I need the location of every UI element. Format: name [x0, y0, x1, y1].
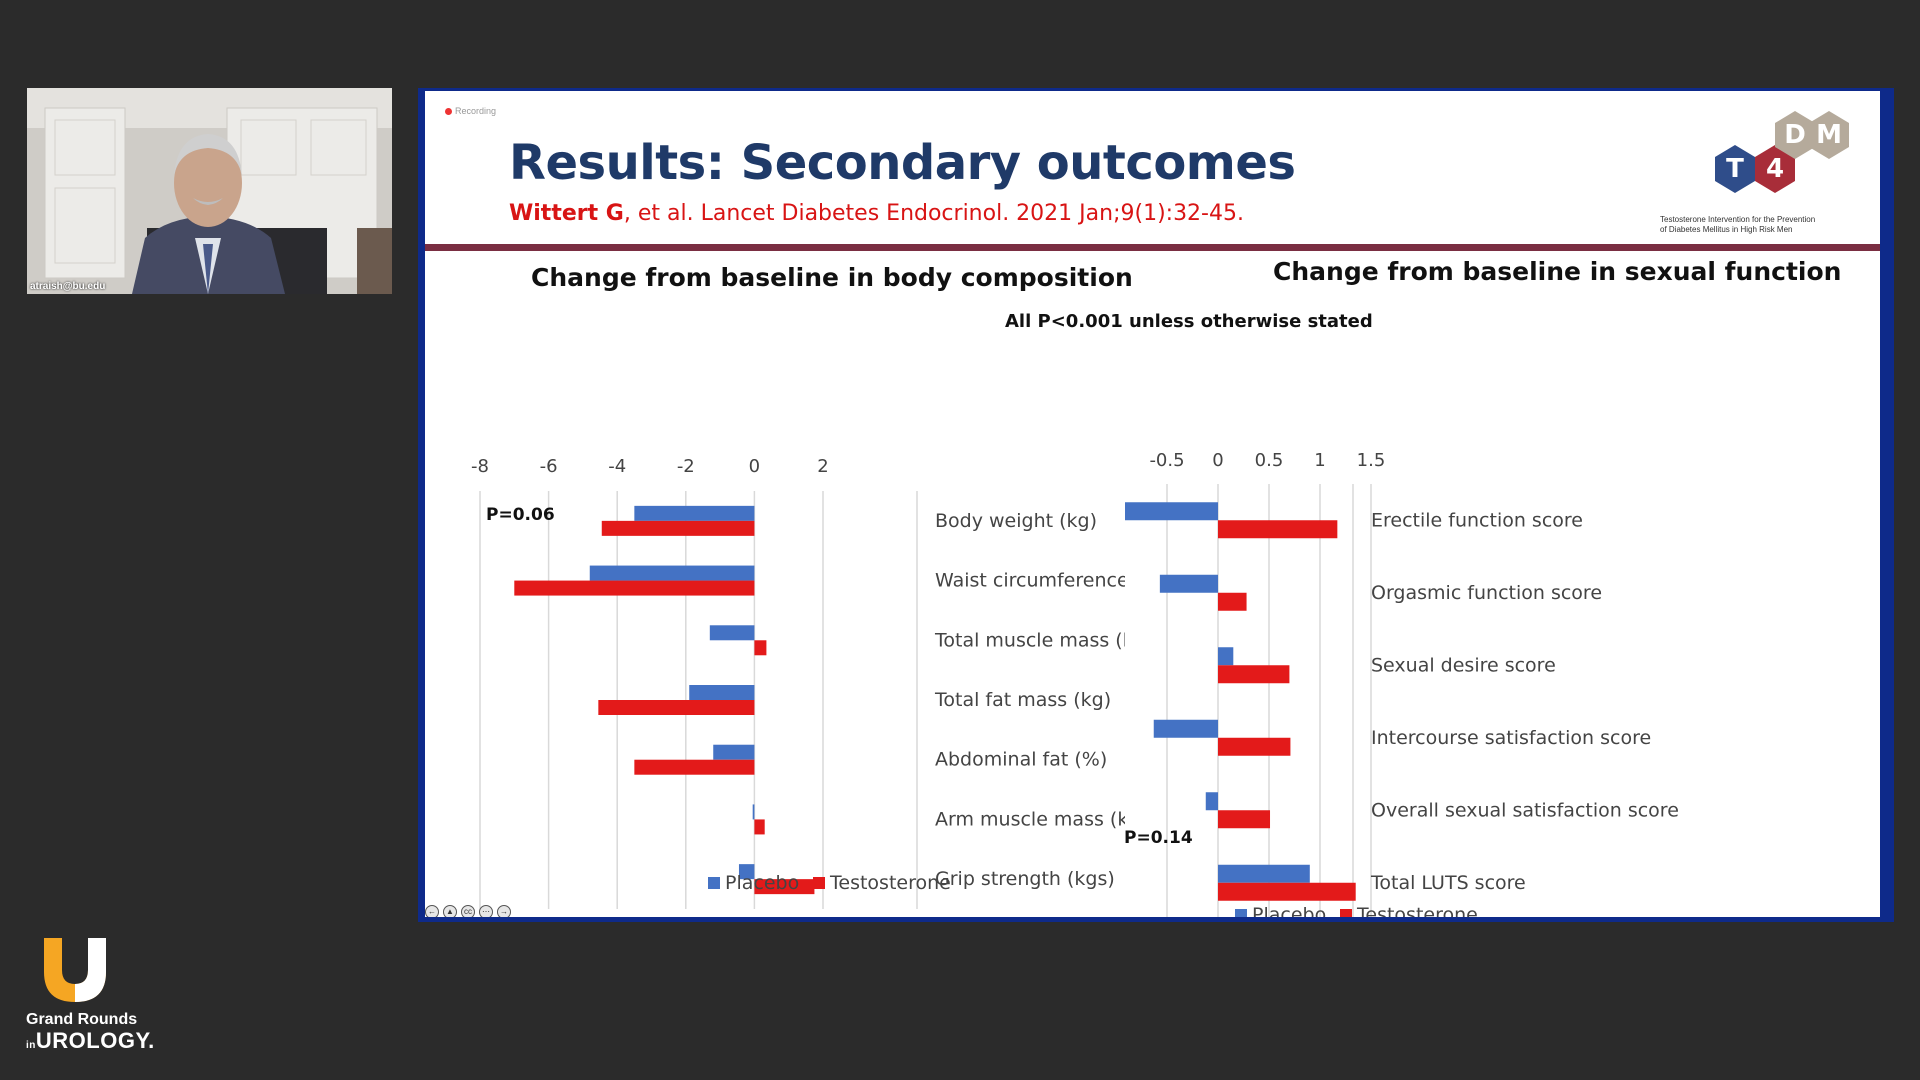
bar-testosterone — [1218, 592, 1247, 611]
tick-label: -6 — [540, 456, 558, 477]
body-composition-chart: -8 -6 -4 -2 0 2 Body weight (kg) Waist circumfe… — [471, 456, 1125, 909]
category-label: Erectile function score — [1371, 509, 1583, 531]
next-slide-icon[interactable]: → — [497, 905, 511, 917]
bar-placebo — [1218, 864, 1310, 883]
captions-icon[interactable]: cc — [461, 905, 475, 917]
brand-line-2-prefix: in — [26, 1040, 36, 1051]
category-label: Total muscle mass (kg) — [934, 629, 1125, 651]
bar-placebo — [1125, 502, 1218, 521]
brand-line-2-text: UROLOGY. — [35, 1028, 155, 1053]
significance-note: All P<0.001 unless otherwise stated — [1005, 311, 1373, 332]
brand-line-2: inUROLOGY. — [26, 1028, 155, 1054]
bar-placebo — [1218, 647, 1234, 666]
bar-testosterone — [634, 759, 755, 775]
citation-author: Wittert G — [509, 201, 624, 226]
bar-testosterone — [514, 580, 755, 596]
sexual-function-chart-title: Change from baseline in sexual function — [1273, 257, 1842, 286]
logo-caption-line-2: of Diabetes Mellitus in High Risk Men — [1660, 225, 1793, 234]
t4dm-logo: T 4 D M — [1715, 111, 1849, 193]
logo-letter-t: T — [1726, 154, 1744, 184]
bar-testosterone — [1218, 737, 1291, 756]
bar-testosterone — [1218, 665, 1290, 684]
bar-testosterone — [601, 520, 755, 536]
presenter-video — [27, 88, 392, 294]
legend-label: Testosterone — [1356, 904, 1478, 917]
category-label: Intercourse satisfaction score — [1371, 727, 1651, 749]
legend-swatch — [708, 877, 720, 889]
category-label: Orgasmic function score — [1371, 582, 1602, 604]
bar-testosterone — [1218, 520, 1338, 539]
legend-label: Placebo — [725, 872, 799, 894]
tick-label: 2 — [817, 456, 828, 477]
category-label: Grip strength (kgs) — [935, 868, 1115, 890]
tick-label: 0.5 — [1255, 450, 1284, 471]
slide-controls: ← ▲ cc ⋯ → — [425, 905, 511, 917]
legend-swatch — [813, 877, 825, 889]
slide: Recording Results: Secondary outcomes Wi… — [425, 91, 1880, 917]
logo-caption-line-1: Testosterone Intervention for the Preven… — [1660, 215, 1816, 224]
slide-title: Results: Secondary outcomes — [509, 135, 1296, 191]
logo-letter-d: D — [1784, 120, 1806, 150]
p-value-annotation: P=0.06 — [486, 505, 555, 525]
more-options-icon[interactable]: ⋯ — [479, 905, 493, 917]
category-label: Arm muscle mass (kg) — [935, 808, 1125, 830]
bar-testosterone — [1218, 810, 1271, 829]
category-label: Body weight (kg) — [935, 510, 1097, 532]
category-label: Total LUTS score — [1370, 872, 1526, 894]
bar-placebo — [1159, 574, 1218, 593]
p-value-annotation: P=0.14 — [1125, 828, 1193, 848]
bar-placebo — [713, 744, 755, 760]
bar-placebo — [752, 804, 755, 820]
bar-placebo — [738, 864, 755, 880]
bar-testosterone — [598, 700, 755, 715]
bar-testosterone — [754, 640, 767, 656]
recording-indicator: Recording — [445, 106, 496, 116]
bar-placebo — [634, 505, 755, 521]
tick-label: -2 — [677, 456, 695, 477]
category-label: Overall sexual satisfaction score — [1371, 799, 1679, 821]
tick-label: -0.5 — [1149, 450, 1184, 471]
tick-label: 1.5 — [1357, 450, 1386, 471]
bar-placebo — [689, 685, 755, 700]
bar-testosterone — [754, 819, 765, 835]
legend-label: Placebo — [1252, 904, 1326, 917]
logo-caption: Testosterone Intervention for the Preven… — [1660, 215, 1860, 235]
previous-slide-icon[interactable]: ← — [425, 905, 439, 917]
presenter-video-tile[interactable]: atraish@bu.edu — [27, 88, 392, 294]
bar-placebo — [589, 565, 755, 581]
tick-label: -4 — [608, 456, 626, 477]
u-logo-icon — [44, 938, 106, 1002]
category-label: Sexual desire score — [1371, 654, 1556, 676]
bar-placebo — [1153, 719, 1218, 738]
legend-swatch — [1340, 909, 1352, 917]
presenter-name-label: atraish@bu.edu — [30, 281, 106, 292]
bar-testosterone — [1218, 882, 1356, 901]
tick-label: 0 — [1212, 450, 1223, 471]
title-divider — [425, 244, 1880, 251]
tick-label: 1 — [1314, 450, 1325, 471]
logo-letter-4: 4 — [1766, 154, 1784, 184]
category-label: Waist circumference (cm) — [935, 570, 1125, 592]
body-composition-chart-title: Change from baseline in body composition — [531, 263, 1133, 292]
tick-label: 0 — [749, 456, 760, 477]
bar-placebo — [709, 625, 755, 641]
category-label: Total fat mass (kg) — [934, 689, 1111, 711]
recording-dot-icon — [445, 107, 452, 115]
legend-label: Testosterone — [829, 872, 951, 894]
brand-line-1: Grand Rounds — [26, 1011, 138, 1028]
shared-screen: Recording Results: Secondary outcomes Wi… — [418, 88, 1894, 922]
citation: Wittert G, et al. Lancet Diabetes Endocr… — [509, 201, 1244, 226]
pen-tool-icon[interactable]: ▲ — [443, 905, 457, 917]
tick-label: -8 — [471, 456, 489, 477]
category-label: Abdominal fat (%) — [935, 749, 1107, 771]
recording-label: Recording — [455, 106, 497, 116]
citation-text: , et al. Lancet Diabetes Endocrinol. 202… — [623, 201, 1244, 226]
bar-placebo — [1205, 792, 1218, 811]
bar-testosterone — [754, 879, 815, 895]
legend-swatch — [1235, 909, 1247, 917]
logo-letter-m: M — [1816, 120, 1842, 150]
